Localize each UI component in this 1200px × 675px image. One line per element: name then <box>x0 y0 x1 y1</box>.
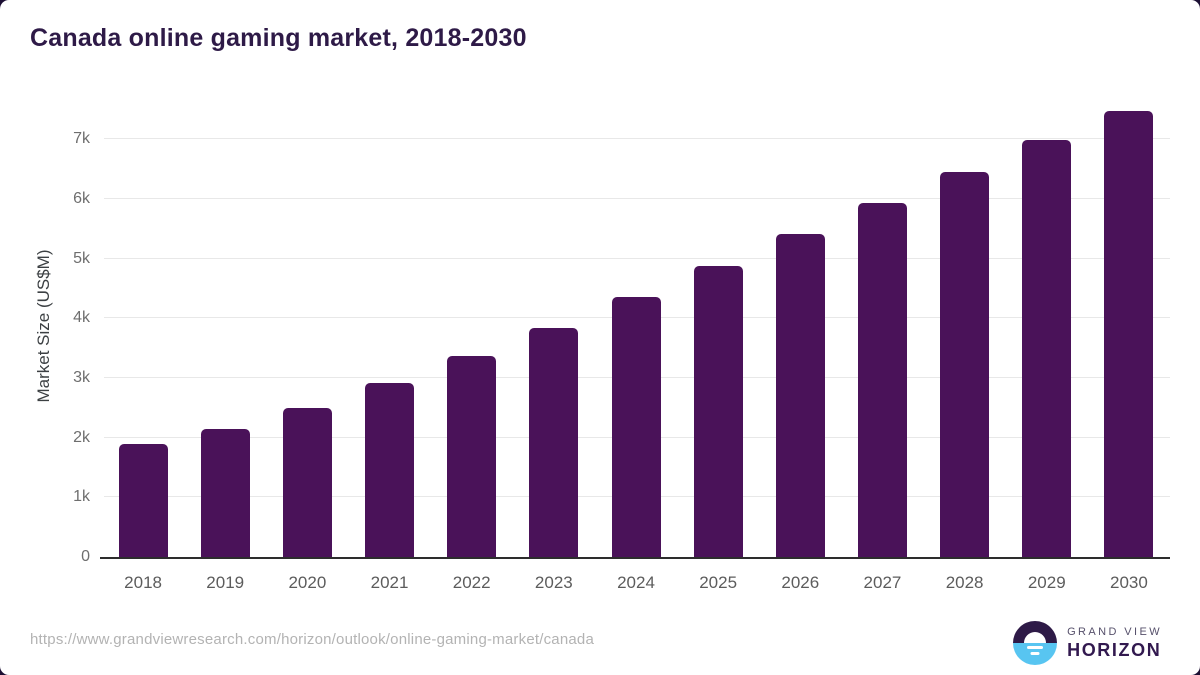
logo-sun-shape <box>1024 632 1047 643</box>
logo-horizon-text: HORIZON <box>1067 639 1162 660</box>
plot-area: 0 1k 2k 3k 4k 5k 6k 7k 2018 2019 2020 2021 2022 2023 2… <box>73 95 1170 592</box>
x-tick-label: 2023 <box>534 573 573 592</box>
sunrise-horizon-icon <box>1013 621 1058 665</box>
bar-2021[interactable] <box>365 383 415 557</box>
x-tick-label: 2018 <box>124 573 162 592</box>
x-tick-label: 2019 <box>206 573 245 592</box>
bar-2025[interactable] <box>693 265 743 557</box>
x-tick-label: 2029 <box>1027 573 1066 592</box>
y-tick-label: 3k <box>73 368 90 386</box>
x-tick-label: 2020 <box>288 573 327 592</box>
x-axis-line <box>100 557 1170 559</box>
gridline <box>104 257 1170 259</box>
logo-text: GRAND VIEW HORIZON <box>1067 626 1162 661</box>
x-tick-label: 2030 <box>1110 573 1148 592</box>
bar-2020[interactable] <box>282 407 332 557</box>
y-tick-label: 6k <box>73 189 90 207</box>
x-tick-label: 2024 <box>617 573 655 592</box>
gridline <box>104 138 1170 140</box>
bar-2018[interactable] <box>118 444 168 557</box>
bar-2030[interactable] <box>1104 110 1154 557</box>
logo-reflection-line <box>1027 646 1044 649</box>
bar-2026[interactable] <box>775 234 825 557</box>
y-axis-title: Market Size (US$M) <box>34 249 53 403</box>
source-url: https://www.grandviewresearch.com/horizo… <box>30 631 595 648</box>
bar-2019[interactable] <box>200 428 250 557</box>
y-tick-label: 1k <box>73 488 90 506</box>
y-tick-label: 2k <box>73 428 90 446</box>
bar-2024[interactable] <box>611 297 661 557</box>
x-tick-label: 2028 <box>945 573 984 592</box>
y-tick-label: 0 <box>81 548 90 565</box>
y-tick-label: 5k <box>73 249 90 267</box>
logo-reflection-line <box>1030 652 1040 655</box>
bar-2027[interactable] <box>857 203 907 557</box>
x-tick-label: 2025 <box>699 573 738 592</box>
x-tick-label: 2022 <box>452 573 491 592</box>
gridline <box>104 197 1170 199</box>
bar-2023[interactable] <box>529 327 579 557</box>
brand-logo: GRAND VIEW HORIZON <box>1013 621 1162 665</box>
x-tick-label: 2026 <box>781 573 820 592</box>
bar-2022[interactable] <box>447 355 497 557</box>
y-tick-label: 4k <box>73 309 90 327</box>
logo-grand-view-text: GRAND VIEW <box>1067 625 1162 638</box>
y-tick-label: 7k <box>73 130 90 148</box>
x-tick-label: 2021 <box>370 573 409 592</box>
bar-2029[interactable] <box>1022 140 1072 557</box>
bar-2028[interactable] <box>940 172 990 557</box>
chart-title: Canada online gaming market, 2018-2030 <box>30 24 527 52</box>
x-tick-label: 2027 <box>863 573 902 592</box>
